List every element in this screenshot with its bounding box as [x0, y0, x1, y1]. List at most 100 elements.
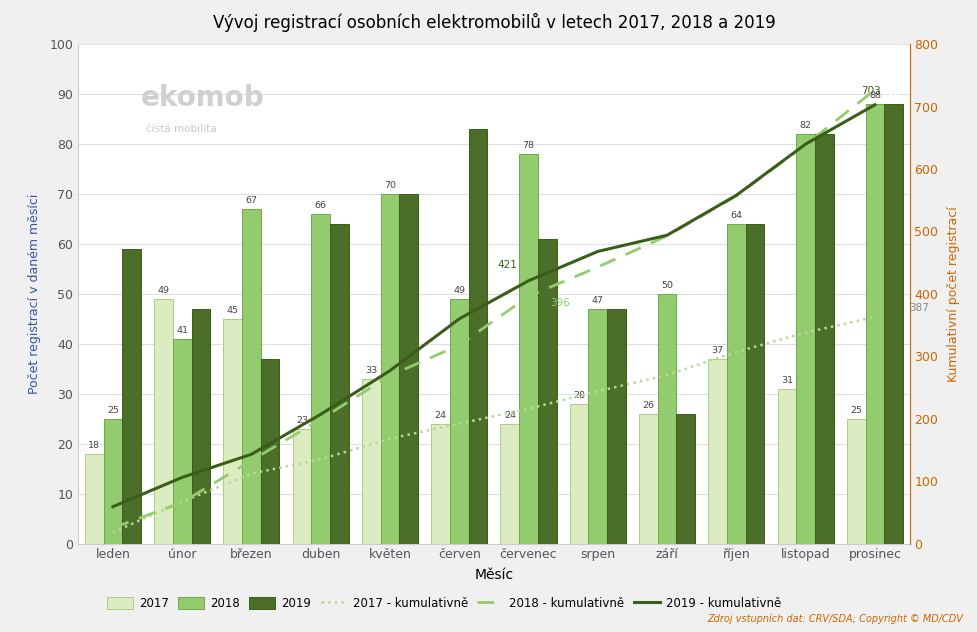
Text: 421: 421 — [497, 260, 517, 270]
Bar — [814, 134, 832, 544]
2017 - kumulativně — [522, 405, 533, 413]
Bar — [865, 104, 883, 544]
Bar — [658, 294, 676, 544]
Text: 61: 61 — [540, 226, 553, 235]
Bar — [676, 414, 695, 544]
2018 - kumulativně — [730, 192, 742, 200]
Text: 24: 24 — [434, 411, 446, 420]
Bar — [846, 418, 865, 544]
Bar — [570, 404, 588, 544]
Text: 64: 64 — [333, 211, 345, 220]
Bar — [883, 104, 902, 544]
Text: 83: 83 — [472, 116, 484, 125]
Text: 67: 67 — [245, 196, 257, 205]
Text: 88: 88 — [868, 91, 880, 100]
Text: 47: 47 — [194, 296, 207, 305]
Bar — [380, 194, 399, 544]
Bar — [795, 134, 814, 544]
Text: 59: 59 — [125, 236, 138, 245]
2019 - kumulativně — [384, 367, 396, 374]
Text: 78: 78 — [522, 141, 534, 150]
Text: 23: 23 — [296, 416, 308, 425]
Title: Vývoj registrací osobních elektromobilů v letech 2017, 2018 a 2019: Vývoj registrací osobních elektromobilů … — [212, 13, 775, 32]
2017 - kumulativně — [660, 371, 672, 379]
Text: 37: 37 — [711, 346, 723, 355]
Text: 64: 64 — [748, 211, 760, 220]
Text: 47: 47 — [591, 296, 603, 305]
Bar — [223, 319, 242, 544]
Bar — [361, 379, 380, 544]
Text: 47: 47 — [610, 296, 622, 305]
2018 - kumulativně — [384, 372, 396, 379]
Bar — [173, 339, 191, 544]
Bar — [122, 249, 141, 544]
2019 - kumulativně — [869, 101, 880, 109]
Bar — [607, 309, 625, 544]
2018 - kumulativně — [176, 499, 188, 506]
Line: 2019 - kumulativně: 2019 - kumulativně — [112, 105, 874, 507]
Bar — [242, 209, 261, 544]
Text: 50: 50 — [660, 281, 672, 290]
Text: 45: 45 — [227, 306, 238, 315]
Bar — [519, 154, 537, 544]
Bar — [777, 389, 795, 544]
2017 - kumulativně — [245, 470, 257, 477]
2017 - kumulativně — [730, 348, 742, 356]
Bar — [329, 224, 349, 544]
Text: 24: 24 — [503, 411, 515, 420]
Text: 396: 396 — [549, 298, 569, 308]
Text: Zdroj vstupních dat: CRV/SDA; Copyright © MD/CDV: Zdroj vstupních dat: CRV/SDA; Copyright … — [706, 614, 962, 624]
2019 - kumulativně — [176, 473, 188, 481]
Text: 49: 49 — [452, 286, 465, 295]
Text: 88: 88 — [887, 91, 899, 100]
Bar — [311, 214, 329, 544]
2019 - kumulativně — [106, 503, 118, 511]
Text: 25: 25 — [849, 406, 862, 415]
Line: 2018 - kumulativně: 2018 - kumulativně — [112, 90, 874, 528]
Text: 70: 70 — [403, 181, 414, 190]
Bar — [449, 299, 468, 544]
Bar — [292, 428, 311, 544]
X-axis label: Měsíc: Měsíc — [474, 568, 513, 582]
Text: 82: 82 — [818, 121, 829, 130]
Bar — [500, 423, 519, 544]
Text: 82: 82 — [799, 121, 811, 130]
Bar — [104, 418, 122, 544]
Text: 31: 31 — [780, 376, 792, 385]
2018 - kumulativně — [660, 232, 672, 240]
Text: čistá mobilita: čistá mobilita — [147, 124, 217, 134]
2019 - kumulativně — [660, 231, 672, 239]
Bar — [638, 414, 658, 544]
2017 - kumulativně — [799, 329, 811, 336]
Bar — [261, 359, 279, 544]
2019 - kumulativně — [730, 191, 742, 199]
Text: 64: 64 — [730, 211, 742, 220]
2017 - kumulativně — [176, 498, 188, 506]
Bar — [744, 224, 764, 544]
Text: 37: 37 — [264, 346, 276, 355]
Y-axis label: Počet registrací v daném měsíci: Počet registrací v daném měsíci — [28, 193, 41, 394]
2018 - kumulativně — [869, 86, 880, 94]
Text: 28: 28 — [573, 391, 584, 399]
Text: 25: 25 — [106, 406, 119, 415]
2019 - kumulativně — [453, 315, 465, 322]
2017 - kumulativně — [384, 435, 396, 442]
Bar — [85, 454, 104, 544]
Text: 33: 33 — [364, 366, 377, 375]
2017 - kumulativně — [869, 313, 880, 321]
2018 - kumulativně — [245, 457, 257, 465]
2018 - kumulativně — [315, 415, 326, 423]
Text: 26: 26 — [642, 401, 654, 410]
Text: 18: 18 — [88, 441, 100, 449]
Text: 26: 26 — [679, 401, 691, 410]
Y-axis label: Kumulativní počet registrací: Kumulativní počet registrací — [946, 206, 958, 382]
Bar — [399, 194, 417, 544]
2017 - kumulativně — [315, 456, 326, 463]
Text: 49: 49 — [157, 286, 169, 295]
2017 - kumulativně — [106, 528, 118, 536]
Bar — [707, 359, 726, 544]
2019 - kumulativně — [522, 277, 533, 284]
Text: 70: 70 — [384, 181, 396, 190]
Bar — [468, 129, 487, 544]
2018 - kumulativně — [522, 293, 533, 300]
